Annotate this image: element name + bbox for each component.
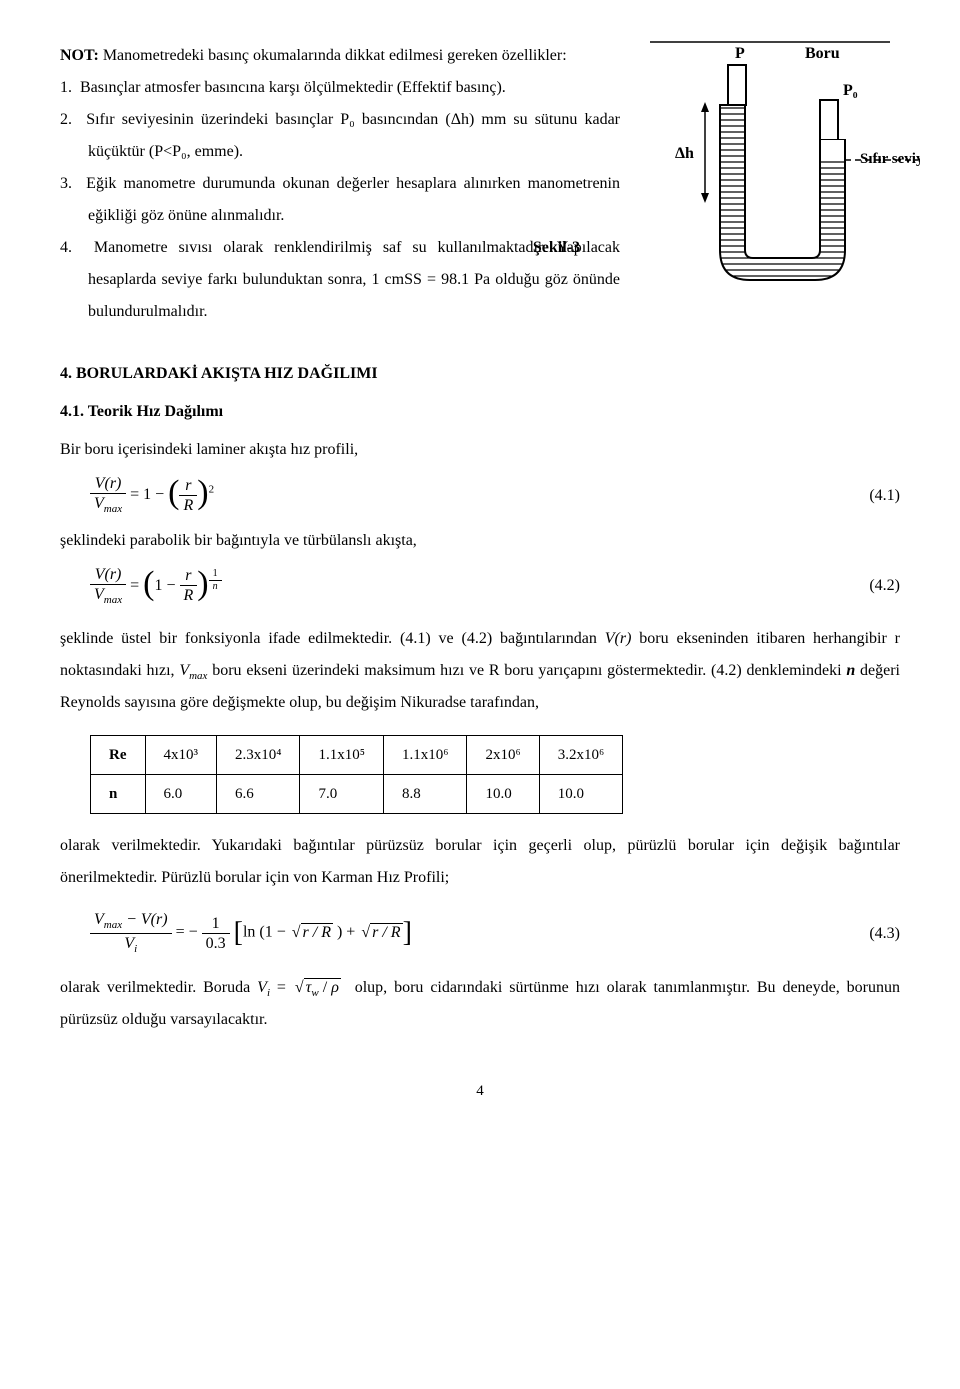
fig3-label-Boru: Boru [805,45,840,62]
figure3-svg: P Boru P₀ Δh Sıfır seviyesi [620,40,920,320]
table-row-n: n 6.0 6.6 7.0 8.8 10.0 10.0 [91,775,623,814]
figure3: P Boru P₀ Δh Sıfır seviyesi [620,40,920,332]
section4-intro: Bir boru içerisindeki laminer akışta hız… [60,434,900,466]
note-heading: Manometredeki basınç okumalarında dikkat… [99,47,567,64]
fig3-label-P: P [735,45,745,62]
eq42-number: (4.2) [840,576,900,595]
eq43-number: (4.3) [840,924,900,943]
equation-4-1: V(r)Vmax = 1 − (rR)2 (4.1) [90,474,900,517]
note-block: NOT: Manometredeki basınç okumalarında d… [60,40,900,328]
th-n: n [91,775,146,814]
note-text-column: NOT: Manometredeki basınç okumalarında d… [60,40,620,328]
th-re: Re [91,736,146,775]
para-after-table: olarak verilmektedir. Yukarıdaki bağıntı… [60,830,900,894]
fig3-label-dh: Δh [675,145,694,162]
para-after-41: şeklindeki parabolik bir bağıntıyla ve t… [60,525,900,557]
note-item-4: 4. Manometre sıvısı olarak renklendirilm… [88,232,620,328]
fig3-label-P0: P₀ [843,82,858,99]
note-item-2: 2. Sıfır seviyesinin üzerindeki basınçla… [88,104,620,168]
para-after-42: şeklinde üstel bir fonksiyonla ifade edi… [60,623,900,719]
equation-4-3: Vmax − V(r)Vi = − 10.3 [ln (1 − r / R ) … [90,910,900,956]
section4-title: 4. BORULARDAKİ AKIŞTA HIZ DAĞILIMI [60,358,900,390]
reynolds-table: Re 4x10³ 2.3x10⁴ 1.1x10⁵ 1.1x10⁶ 2x10⁶ 3… [90,735,623,814]
figure3-caption: Şekil-3 [561,232,580,264]
eq41-number: (4.1) [840,486,900,505]
fig3-label-zero: Sıfır seviyesi [860,151,920,167]
note-prefix: NOT: [60,47,99,64]
note-item-1: 1. Basınçlar atmosfer basıncına karşı öl… [88,72,620,104]
closing-para: olarak verilmektedir. Boruda Vi = τw / ρ… [60,972,900,1036]
note-item-3: 3. Eğik manometre durumunda okunan değer… [88,168,620,232]
section41-title: 4.1. Teorik Hız Dağılımı [60,396,900,428]
table-row-re: Re 4x10³ 2.3x10⁴ 1.1x10⁵ 1.1x10⁶ 2x10⁶ 3… [91,736,623,775]
page-number: 4 [60,1076,900,1106]
equation-4-2: V(r)Vmax = (1 − rR)1n (4.2) [90,565,900,608]
